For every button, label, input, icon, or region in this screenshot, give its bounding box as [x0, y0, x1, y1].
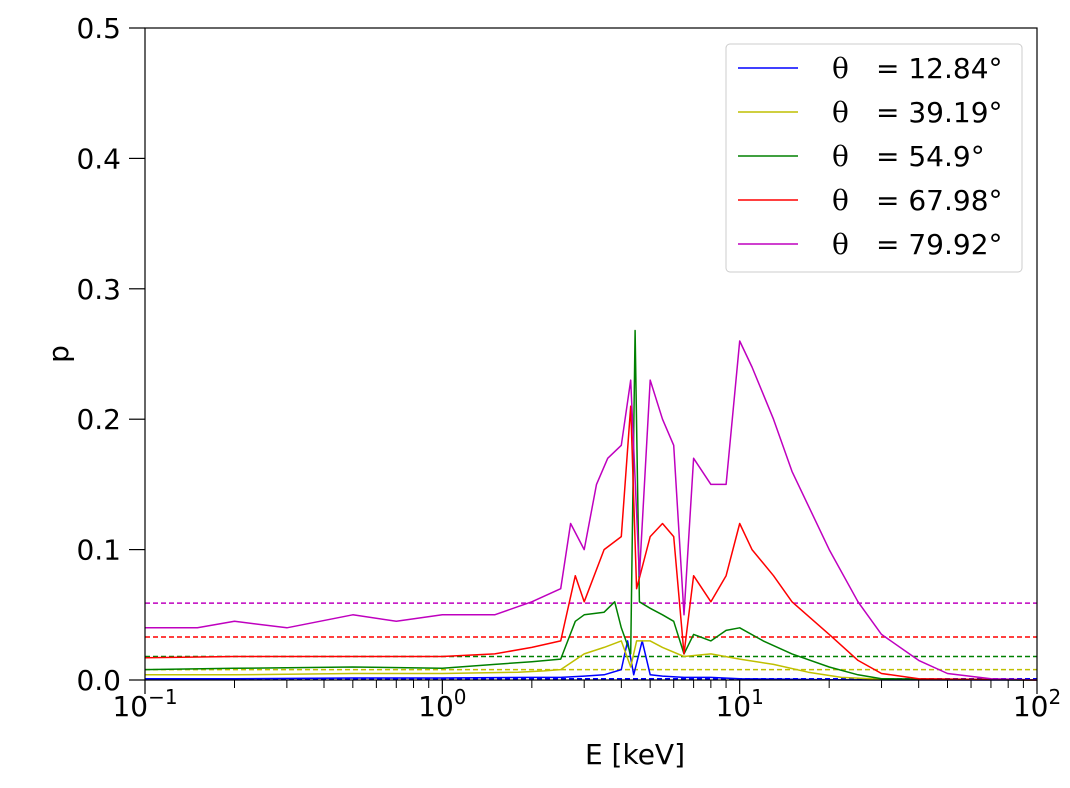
- x-axis: 10−1 100 101 102: [112, 680, 1061, 723]
- y-tick-label: 0.0: [76, 664, 121, 697]
- y-axis: 0.0 0.1 0.2 0.3 0.4 0.5: [76, 12, 145, 697]
- plot-frame: [144, 27, 1038, 681]
- legend-label: = 54.9°: [876, 140, 985, 173]
- y-tick-label: 0.1: [76, 534, 121, 567]
- x-tick-label: 101: [715, 685, 763, 723]
- x-tick-label: 100: [418, 685, 466, 723]
- legend-label: = 79.92°: [876, 228, 1003, 261]
- legend-symbol: θ: [832, 140, 849, 173]
- x-axis-label: E [keV]: [585, 738, 685, 771]
- legend-label: = 12.84°: [876, 52, 1003, 85]
- legend: θ = 12.84° θ = 39.19° θ = 54.9° θ = 67.98° θ = 79…: [725, 43, 1023, 273]
- legend-label: = 39.19°: [876, 96, 1003, 129]
- x-tick-label: 102: [1013, 685, 1061, 723]
- series-line: [145, 640, 1038, 681]
- series-line: [144, 405, 1038, 681]
- legend-label: = 67.98°: [876, 184, 1003, 217]
- legend-symbol: θ: [832, 228, 849, 261]
- series-lines: [144, 329, 1038, 681]
- legend-symbol: θ: [832, 184, 849, 217]
- y-tick-label: 0.2: [76, 403, 121, 436]
- y-tick-label: 0.3: [76, 273, 121, 306]
- y-tick-label: 0.5: [76, 12, 121, 45]
- legend-box: [725, 43, 1023, 273]
- series-line: [144, 329, 1038, 681]
- legend-symbol: θ: [832, 96, 849, 129]
- y-axis-label: p: [42, 345, 75, 363]
- x-tick-label: 10−1: [112, 685, 177, 723]
- series-line: [145, 640, 1038, 681]
- y-tick-label: 0.4: [76, 142, 121, 175]
- series-line: [145, 340, 1038, 681]
- legend-symbol: θ: [832, 52, 849, 85]
